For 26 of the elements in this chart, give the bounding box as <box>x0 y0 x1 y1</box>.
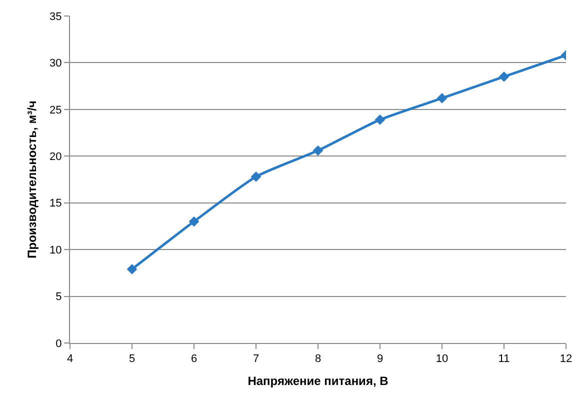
x-tick-label: 7 <box>252 353 260 366</box>
x-tick-label: 6 <box>190 353 198 366</box>
x-tick-label: 5 <box>128 353 136 366</box>
point <box>374 114 386 125</box>
point <box>126 264 138 274</box>
y-tick-label: 10 <box>50 244 62 256</box>
y-axis-title: Производительность, м³/ч <box>24 100 39 258</box>
y-tick-label: 30 <box>50 58 62 70</box>
x-tick-label: 9 <box>376 353 384 366</box>
x-axis-title: Напряжение питания, В <box>248 374 389 388</box>
x-tick-label: 4 <box>66 353 74 366</box>
y-tick-label: 15 <box>50 198 62 210</box>
y-tick-label: 0 <box>56 338 62 350</box>
point <box>436 93 448 104</box>
x-tick-label: 8 <box>314 353 322 366</box>
point <box>188 216 200 227</box>
y-tick-label: 5 <box>56 291 62 304</box>
x-tick-label: 10 <box>436 353 448 366</box>
x-tick-label: 12 <box>560 353 572 366</box>
point <box>250 172 262 182</box>
x-tick-label: 11 <box>498 353 510 366</box>
y-tick-label: 35 <box>50 10 62 23</box>
point <box>312 145 324 156</box>
point <box>498 72 510 82</box>
y-tick-label: 25 <box>50 104 62 116</box>
y-tick-label: 20 <box>50 150 62 163</box>
